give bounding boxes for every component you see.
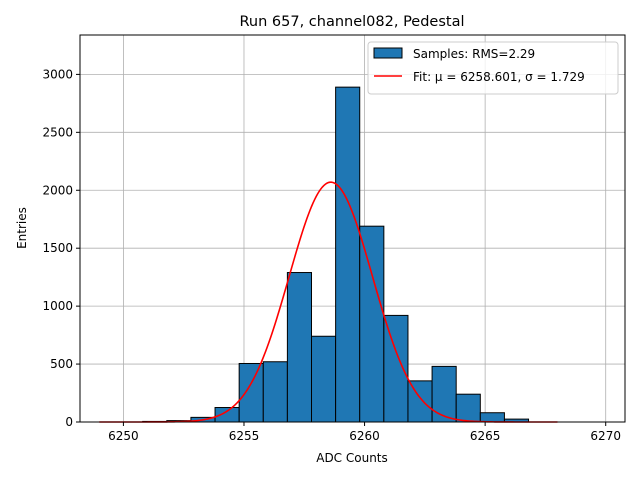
histogram-bar [311, 335, 337, 423]
legend-samples-label: Samples: RMS=2.29 [413, 47, 535, 61]
histogram-bar [431, 365, 457, 423]
y-axis-ticks: 0 500 1000 1500 2000 2500 3000 [42, 67, 80, 429]
x-tick-label: 6260 [349, 429, 380, 443]
y-tick-label: 500 [50, 357, 73, 371]
histogram-bar [286, 272, 313, 423]
x-tick-label: 6250 [108, 429, 139, 443]
histogram-bar [335, 86, 361, 423]
x-axis-ticks: 6250 6255 6260 6265 6270 [108, 422, 621, 443]
x-tick-label: 6255 [229, 429, 260, 443]
chart-title: Run 657, channel082, Pedestal [239, 14, 464, 30]
histogram-bar [479, 412, 505, 423]
histogram-bar [238, 362, 264, 423]
y-tick-label: 2500 [42, 125, 73, 139]
legend-box [367, 41, 619, 95]
y-tick-label: 1000 [42, 299, 73, 313]
histogram-bars [142, 86, 530, 423]
legend-samples-swatch [373, 47, 403, 59]
x-axis-label: ADC Counts [316, 451, 388, 465]
y-tick-label: 3000 [42, 67, 73, 81]
x-tick-label: 6265 [470, 429, 501, 443]
histogram-bar [262, 361, 288, 423]
histogram-bar [359, 225, 385, 423]
y-tick-label: 2000 [42, 183, 73, 197]
x-tick-label: 6270 [590, 429, 621, 443]
y-tick-label: 1500 [42, 241, 73, 255]
y-tick-label: 0 [65, 415, 73, 429]
legend: Samples: RMS=2.29 Fit: μ = 6258.601, σ =… [367, 41, 619, 95]
histogram-bar [407, 380, 433, 423]
plot-frame [79, 34, 626, 423]
y-axis-label: Entries [15, 207, 29, 249]
legend-fit-label: Fit: μ = 6258.601, σ = 1.729 [413, 70, 585, 84]
histogram-bar [383, 314, 409, 423]
histogram-bar [455, 393, 481, 423]
